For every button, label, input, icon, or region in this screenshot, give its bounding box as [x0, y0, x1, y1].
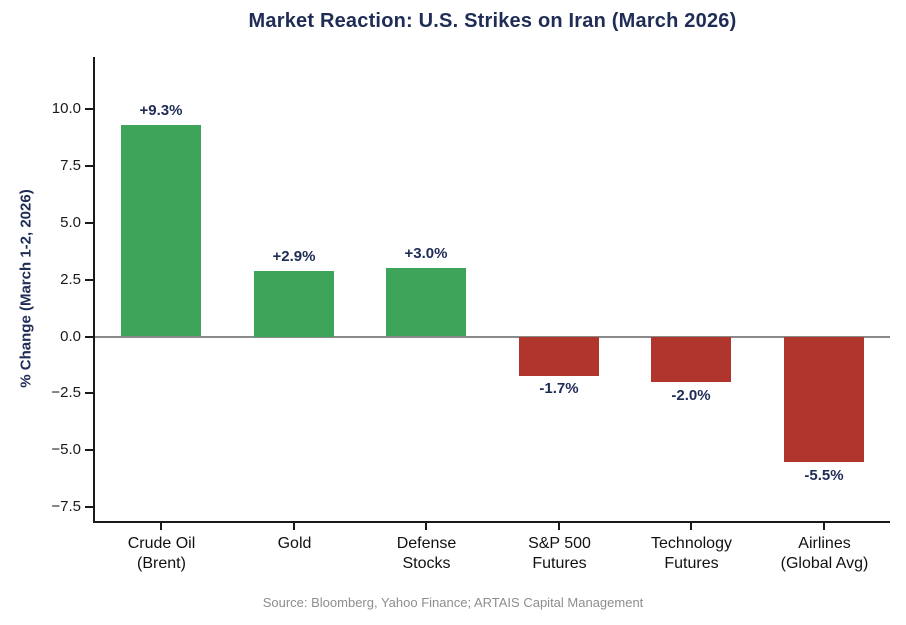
bar-value-label: +3.0% — [404, 245, 448, 262]
x-tick-mark — [823, 523, 825, 530]
y-tick-label: −5.0 — [51, 441, 81, 459]
bar-value-label: -5.5% — [804, 467, 844, 484]
x-category-label: Airlines (Global Avg) — [780, 535, 869, 572]
y-tick-mark — [85, 221, 93, 224]
y-tick-mark — [85, 335, 93, 338]
x-tick-mark — [293, 523, 295, 530]
bar — [651, 337, 731, 382]
bar — [386, 268, 466, 336]
y-tick-label: 2.5 — [60, 270, 81, 288]
x-category-label: Technology Futures — [651, 535, 732, 572]
x-category-label: Defense Stocks — [396, 535, 457, 572]
bar — [254, 271, 334, 337]
bar-value-label: +9.3% — [139, 102, 183, 119]
y-tick-label: 0.0 — [60, 327, 81, 345]
y-tick-mark — [85, 165, 93, 168]
bar — [784, 337, 864, 462]
bar — [121, 125, 201, 336]
zero-line — [95, 335, 890, 338]
bar-value-label: +2.9% — [272, 248, 316, 265]
y-tick-mark — [85, 506, 93, 509]
y-tick-label: 7.5 — [60, 157, 81, 175]
y-tick-mark — [85, 278, 93, 281]
x-tick-mark — [690, 523, 692, 530]
y-tick-label: 5.0 — [60, 213, 81, 231]
x-tick-mark — [558, 523, 560, 530]
y-tick-mark — [85, 449, 93, 452]
x-category-label: Gold — [277, 535, 312, 552]
bar-value-label: -2.0% — [671, 387, 711, 404]
x-tick-mark — [425, 523, 427, 530]
x-tick-mark — [160, 523, 162, 530]
chart-title: Market Reaction: U.S. Strikes on Iran (M… — [248, 10, 737, 32]
x-category-label: S&P 500 Futures — [528, 535, 591, 572]
x-category-label: Crude Oil (Brent) — [127, 535, 196, 572]
y-tick-mark — [85, 392, 93, 395]
source-note: Source: Bloomberg, Yahoo Finance; ARTAIS… — [262, 595, 644, 610]
x-axis-spine — [93, 521, 890, 523]
bar — [519, 337, 599, 376]
y-tick-mark — [85, 108, 93, 111]
y-tick-label: −7.5 — [51, 498, 81, 516]
y-tick-label: −2.5 — [51, 384, 81, 402]
y-tick-label: 10.0 — [51, 100, 81, 118]
y-axis-spine — [93, 57, 95, 523]
bar-value-label: -1.7% — [539, 380, 579, 397]
